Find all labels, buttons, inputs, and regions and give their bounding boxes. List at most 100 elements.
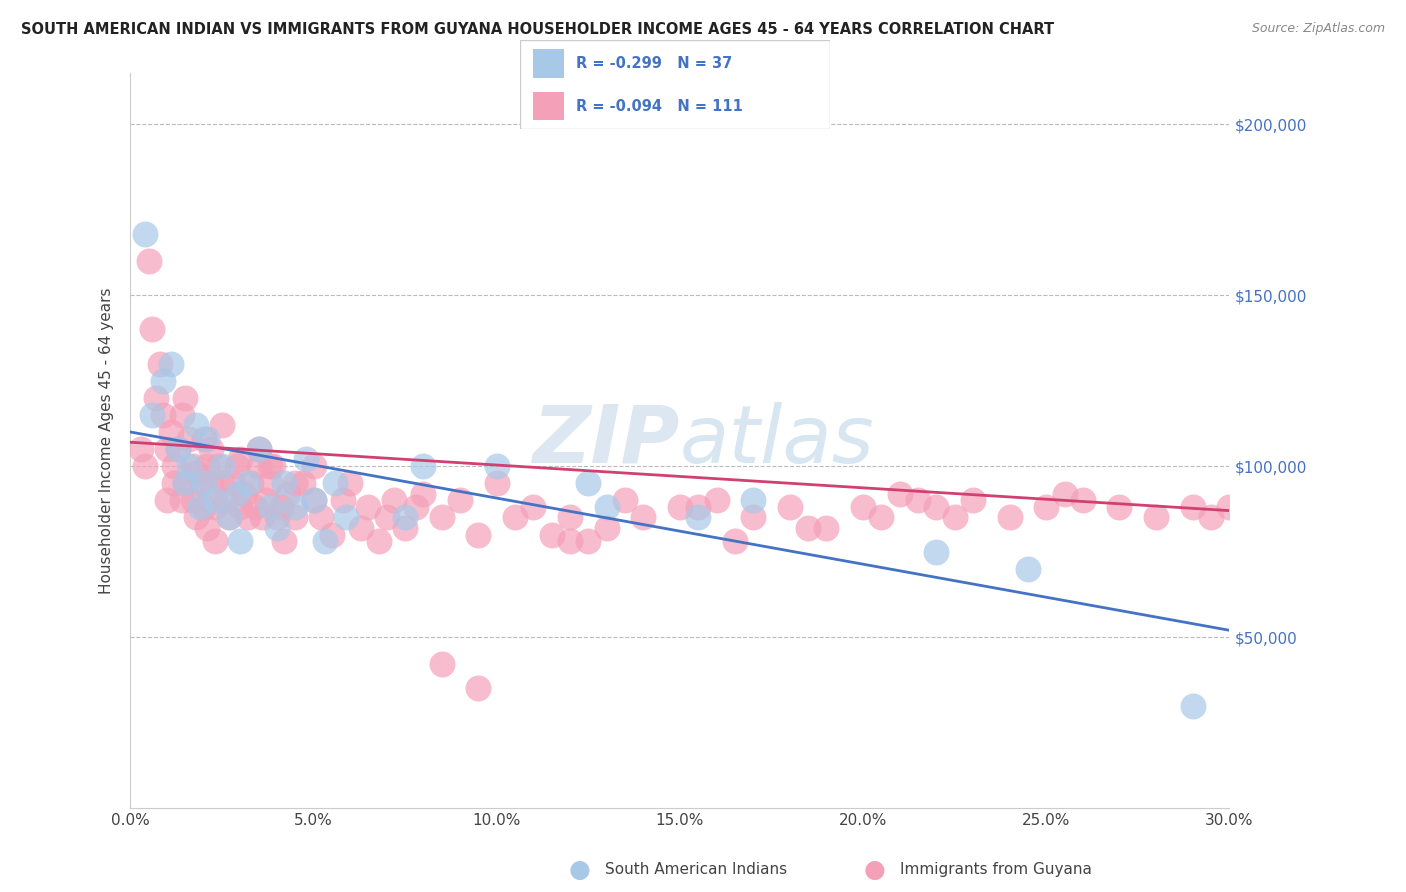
Point [295,452,318,467]
Point [218,510,240,524]
Point [159,425,181,439]
Point [152,374,174,388]
Text: R = -0.299   N = 37: R = -0.299 N = 37 [576,56,733,70]
Text: R = -0.094   N = 111: R = -0.094 N = 111 [576,99,742,113]
Point [852,500,875,515]
Point [247,442,270,456]
Point [925,544,948,558]
Point [998,510,1021,524]
Point [259,500,281,515]
Text: Source: ZipAtlas.com: Source: ZipAtlas.com [1251,22,1385,36]
Text: ●: ● [863,858,886,881]
Point [742,493,765,508]
Point [339,476,361,491]
Point [259,459,281,474]
Text: South American Indians: South American Indians [605,863,787,877]
Point [188,500,211,515]
Point [302,493,325,508]
Point [174,476,197,491]
Point [467,681,489,696]
Point [595,500,617,515]
Point [195,459,218,474]
Point [152,408,174,422]
Point [1053,486,1076,500]
Point [797,521,820,535]
Point [195,432,218,446]
Point [181,459,204,474]
Point [163,459,186,474]
Point [332,493,354,508]
Point [170,408,193,422]
Point [943,510,966,524]
Point [540,527,562,541]
Point [688,510,710,524]
Point [204,493,226,508]
Point [211,476,233,491]
Point [156,493,179,508]
Point [779,500,801,515]
Point [229,500,252,515]
Point [159,357,181,371]
Point [252,510,274,524]
Point [335,510,357,524]
Point [277,486,299,500]
Point [284,510,307,524]
Point [243,500,266,515]
Point [724,534,747,549]
Point [357,500,380,515]
Point [145,391,167,405]
Point [1108,500,1130,515]
Point [314,534,336,549]
Point [266,521,288,535]
Text: ZIP: ZIP [533,401,681,480]
Point [631,510,654,524]
Point [284,500,307,515]
Point [375,510,398,524]
Point [467,527,489,541]
Point [170,493,193,508]
Point [815,521,838,535]
Point [229,534,252,549]
Point [167,442,190,456]
Point [907,493,929,508]
Point [254,493,277,508]
FancyBboxPatch shape [520,40,830,129]
Point [131,442,153,456]
Point [167,442,190,456]
Point [225,459,247,474]
Point [405,500,427,515]
Point [247,442,270,456]
Point [225,486,247,500]
Point [134,227,156,241]
Point [141,322,163,336]
Point [412,486,434,500]
Point [186,510,208,524]
Point [291,476,314,491]
Point [181,493,204,508]
Point [266,510,288,524]
Point [394,521,416,535]
Point [141,408,163,422]
Point [430,510,453,524]
Point [522,500,544,515]
Point [138,254,160,268]
Point [186,418,208,433]
Point [284,476,307,491]
Point [195,521,218,535]
Point [134,459,156,474]
Point [925,500,948,515]
Point [163,476,186,491]
Point [368,534,391,549]
Bar [533,92,564,120]
Point [188,476,211,491]
Point [1199,510,1222,524]
Point [200,442,222,456]
Point [218,510,240,524]
Point [174,391,197,405]
Point [1035,500,1057,515]
Point [382,493,405,508]
Point [222,476,245,491]
Point [177,432,200,446]
Point [576,534,599,549]
Point [200,476,222,491]
